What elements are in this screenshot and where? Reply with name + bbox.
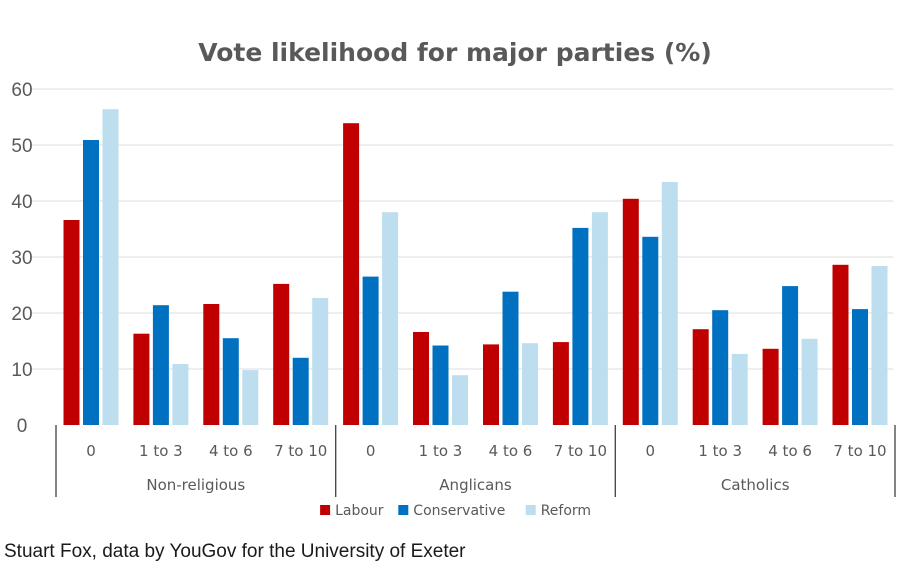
bar-labour [832, 264, 849, 425]
legend-item-reform: Reform [525, 503, 591, 519]
bar-chart: Vote likelihood for major parties (%) 0 1… [11, 38, 896, 519]
y-tick-label: 0 [17, 416, 28, 437]
gridlines [31, 88, 893, 370]
bar-reform [522, 343, 538, 425]
x-tick-label: 0 [366, 442, 376, 460]
legend-swatch [398, 505, 409, 515]
bar-reform [591, 212, 608, 425]
legend-label: Conservative [413, 503, 505, 519]
group-label: Non-religious [146, 476, 245, 494]
y-axis-ticks: 0 10 20 30 40 50 60 [11, 80, 32, 437]
y-tick-label: 40 [11, 192, 32, 213]
x-tick-label: 0 [646, 442, 656, 460]
bar-labour [413, 332, 429, 425]
legend-label: Reform [541, 503, 591, 519]
bar-reform [172, 364, 189, 425]
x-tick-label: 7 to 10 [833, 442, 886, 460]
group-label: Catholics [721, 476, 790, 494]
bar-conservative [852, 309, 868, 425]
bar-labour [692, 329, 709, 425]
bar-labour [273, 283, 290, 425]
bar-conservative [152, 305, 169, 425]
bar-labour [63, 220, 80, 425]
bar-conservative [572, 227, 589, 425]
x-tick-label: 0 [86, 442, 96, 460]
bar-conservative [222, 338, 239, 425]
bar-conservative [642, 236, 659, 425]
y-tick-label: 30 [11, 248, 32, 269]
bar-reform [801, 338, 818, 425]
bar-labour [203, 304, 220, 425]
bar-labour [133, 333, 150, 425]
bar-conservative [292, 357, 309, 425]
bar-reform [312, 297, 329, 425]
x-tick-label: 7 to 10 [274, 442, 327, 460]
bars [63, 109, 888, 425]
bar-reform [382, 212, 399, 425]
bar-conservative [782, 286, 799, 425]
bar-labour [483, 344, 499, 425]
bar-labour [343, 123, 360, 425]
x-tick-label: 4 to 6 [489, 442, 533, 460]
legend-item-conservative: Conservative [398, 503, 505, 519]
legend: Labour Conservative Reform [320, 503, 591, 519]
bar-labour [762, 348, 779, 425]
group-label: Anglicans [439, 476, 512, 494]
chart-title: Vote likelihood for major parties (%) [198, 38, 712, 67]
x-tick-label: 4 to 6 [209, 442, 253, 460]
y-tick-label: 50 [11, 136, 32, 157]
source-caption: Stuart Fox, data by YouGov for the Unive… [4, 541, 466, 562]
x-tick-label: 1 to 3 [139, 442, 183, 460]
bar-conservative [432, 345, 449, 425]
bar-labour [622, 198, 639, 425]
x-tick-label: 4 to 6 [768, 442, 812, 460]
bar-conservative [502, 291, 519, 425]
bar-reform [731, 353, 748, 425]
bar-reform [102, 109, 119, 425]
legend-swatch [525, 505, 536, 515]
y-tick-label: 10 [11, 360, 32, 381]
bar-reform [452, 375, 468, 425]
legend-label: Labour [335, 503, 384, 519]
legend-item-labour: Labour [320, 503, 384, 519]
y-tick-label: 20 [11, 304, 32, 325]
x-axis: 0 1 to 3 4 to 6 7 to 10 Non-religious 0 1 to 3… [55, 425, 896, 497]
bar-conservative [712, 310, 729, 425]
x-tick-label: 1 to 3 [419, 442, 463, 460]
bar-reform [242, 370, 259, 425]
bar-reform [661, 182, 678, 425]
bar-reform [871, 266, 888, 425]
bar-conservative [83, 140, 99, 425]
x-tick-label: 1 to 3 [698, 442, 742, 460]
bar-conservative [362, 276, 379, 425]
bar-labour [552, 342, 569, 425]
legend-swatch [320, 505, 331, 515]
x-tick-label: 7 to 10 [554, 442, 607, 460]
y-tick-label: 60 [11, 80, 32, 101]
